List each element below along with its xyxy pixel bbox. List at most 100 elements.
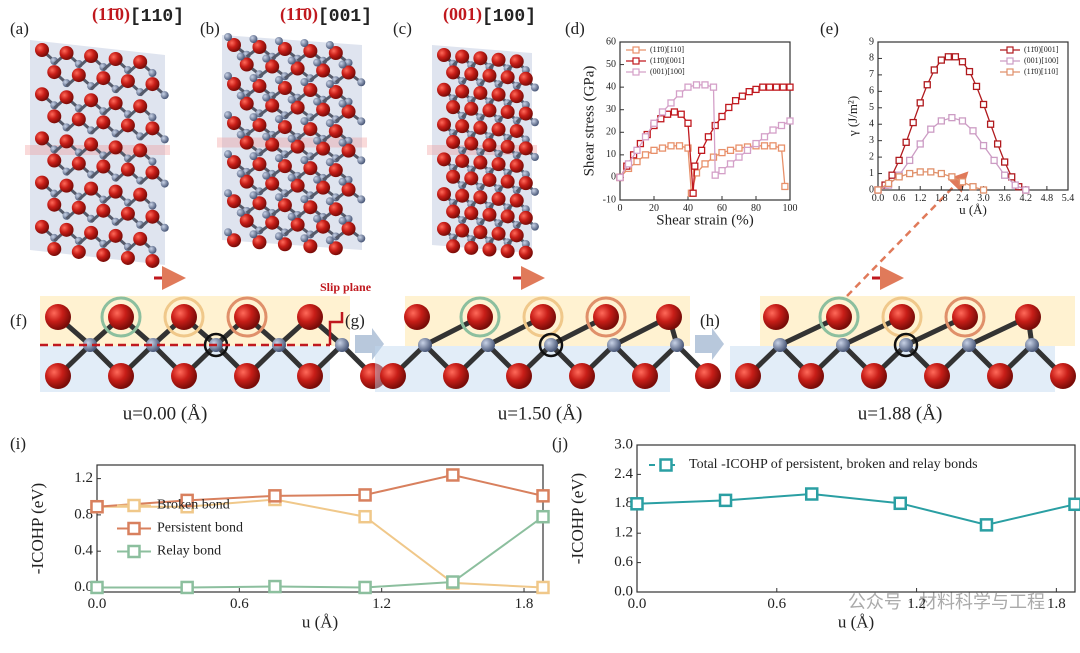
- oxygen-atom: [84, 182, 98, 196]
- data-point: [1002, 172, 1008, 178]
- x-axis-label: u (Å): [302, 612, 338, 631]
- oxygen-atom: [121, 207, 135, 221]
- data-point: [949, 174, 955, 180]
- legend-marker: [1007, 58, 1013, 64]
- y-tick-label: 60: [606, 36, 616, 47]
- oxygen-atom: [60, 90, 74, 104]
- data-point: [712, 123, 718, 129]
- metal-atom: [531, 118, 539, 126]
- oxygen-atom: [473, 121, 487, 135]
- oxygen-atom: [510, 228, 524, 242]
- oxygen-atom: [133, 188, 147, 202]
- data-point: [770, 143, 776, 149]
- metal-atom: [300, 234, 308, 242]
- oxygen-atom: [501, 140, 515, 154]
- data-point: [903, 139, 909, 145]
- metal-atom: [148, 157, 156, 165]
- oxygen-atom: [109, 96, 123, 110]
- data-point: [678, 111, 684, 117]
- metal-atom: [161, 91, 169, 99]
- oxygen-atom: [84, 137, 98, 151]
- y-axis-label: -ICOHP (eV): [568, 473, 587, 564]
- direction-index: [110]: [130, 7, 184, 27]
- metal-atom: [531, 153, 539, 161]
- metal-atom: [300, 78, 308, 86]
- oxygen-atom: [133, 232, 147, 246]
- data-point: [949, 115, 955, 121]
- y-tick-label: 0.8: [74, 506, 93, 522]
- data-point: [787, 118, 793, 124]
- data-point: [970, 128, 976, 134]
- y-tick-label: 20: [606, 127, 616, 138]
- oxygen-atom: [96, 115, 110, 129]
- data-point: [895, 498, 906, 509]
- metal-atom: [288, 213, 296, 221]
- oxygen-atom: [492, 88, 506, 102]
- data-point: [1023, 187, 1029, 193]
- data-point: [762, 143, 768, 149]
- oxygen-atom: [492, 122, 506, 136]
- y-tick-label: 0.0: [74, 579, 93, 595]
- metal-atom: [224, 189, 232, 197]
- y-axis-label: γ (J/m²): [845, 96, 860, 137]
- oxygen-atom: [121, 163, 135, 177]
- oxygen-atom: [145, 210, 159, 224]
- direction-index: [001]: [318, 7, 372, 27]
- oxygen-atom: [121, 118, 135, 132]
- legend-label: Total -ICOHP of persistent, broken and r…: [689, 457, 978, 472]
- oxygen-atom: [437, 152, 451, 166]
- y-tick-label: 30: [606, 104, 616, 115]
- metal-atom: [313, 176, 321, 184]
- oxygen-atom: [446, 205, 460, 219]
- data-point: [770, 127, 776, 133]
- data-point: [360, 489, 371, 500]
- data-point: [360, 511, 371, 522]
- oxygen-atom: [84, 93, 98, 107]
- metal-atom: [161, 224, 169, 232]
- oxygen-atom: [109, 140, 123, 154]
- y-tick-label: 4: [869, 119, 874, 130]
- data-point: [643, 152, 649, 158]
- oxygen-atom: [437, 222, 451, 236]
- metal-atom: [249, 113, 257, 121]
- oxygen-atom: [72, 68, 86, 82]
- metal-atom: [326, 80, 334, 88]
- metal-atom: [326, 41, 334, 49]
- x-tick-label: 5.4: [1062, 193, 1075, 204]
- data-point: [779, 145, 785, 151]
- metal-atom: [531, 223, 539, 231]
- oxygen-atom: [45, 363, 71, 389]
- oxygen-atom: [510, 194, 524, 208]
- oxygen-atom: [72, 201, 86, 215]
- panel-label: (c): [393, 19, 412, 38]
- data-point: [981, 143, 987, 149]
- oxygen-atom: [530, 304, 556, 330]
- data-point: [634, 159, 640, 165]
- oxygen-atom: [60, 179, 74, 193]
- metal-atom: [237, 53, 245, 61]
- x-tick-label: 3.6: [998, 193, 1011, 204]
- legend-marker: [129, 523, 140, 534]
- oxygen-atom: [234, 363, 260, 389]
- y-tick-label: 3: [869, 135, 874, 146]
- metal-atom: [357, 117, 365, 125]
- y-tick-label: 1.2: [614, 525, 633, 541]
- oxygen-atom: [763, 304, 789, 330]
- data-point: [699, 147, 705, 153]
- oxygen-atom: [133, 143, 147, 157]
- x-tick-label: 1.8: [1047, 596, 1066, 612]
- data-point: [875, 187, 881, 193]
- metal-atom: [262, 55, 270, 63]
- oxygen-atom: [519, 107, 533, 121]
- plane-index: (11̄0): [280, 4, 318, 25]
- x-tick-label: 0.6: [893, 193, 906, 204]
- x-tick-label: 0.6: [230, 596, 249, 612]
- oxygen-atom: [437, 187, 451, 201]
- metal-atom: [237, 92, 245, 100]
- data-point: [938, 57, 944, 63]
- oxygen-atom: [446, 65, 460, 79]
- legend-marker: [1007, 69, 1013, 75]
- oxygen-atom: [519, 246, 533, 260]
- data-point: [886, 180, 892, 186]
- legend-label: (11̄0)[110]: [1024, 67, 1058, 76]
